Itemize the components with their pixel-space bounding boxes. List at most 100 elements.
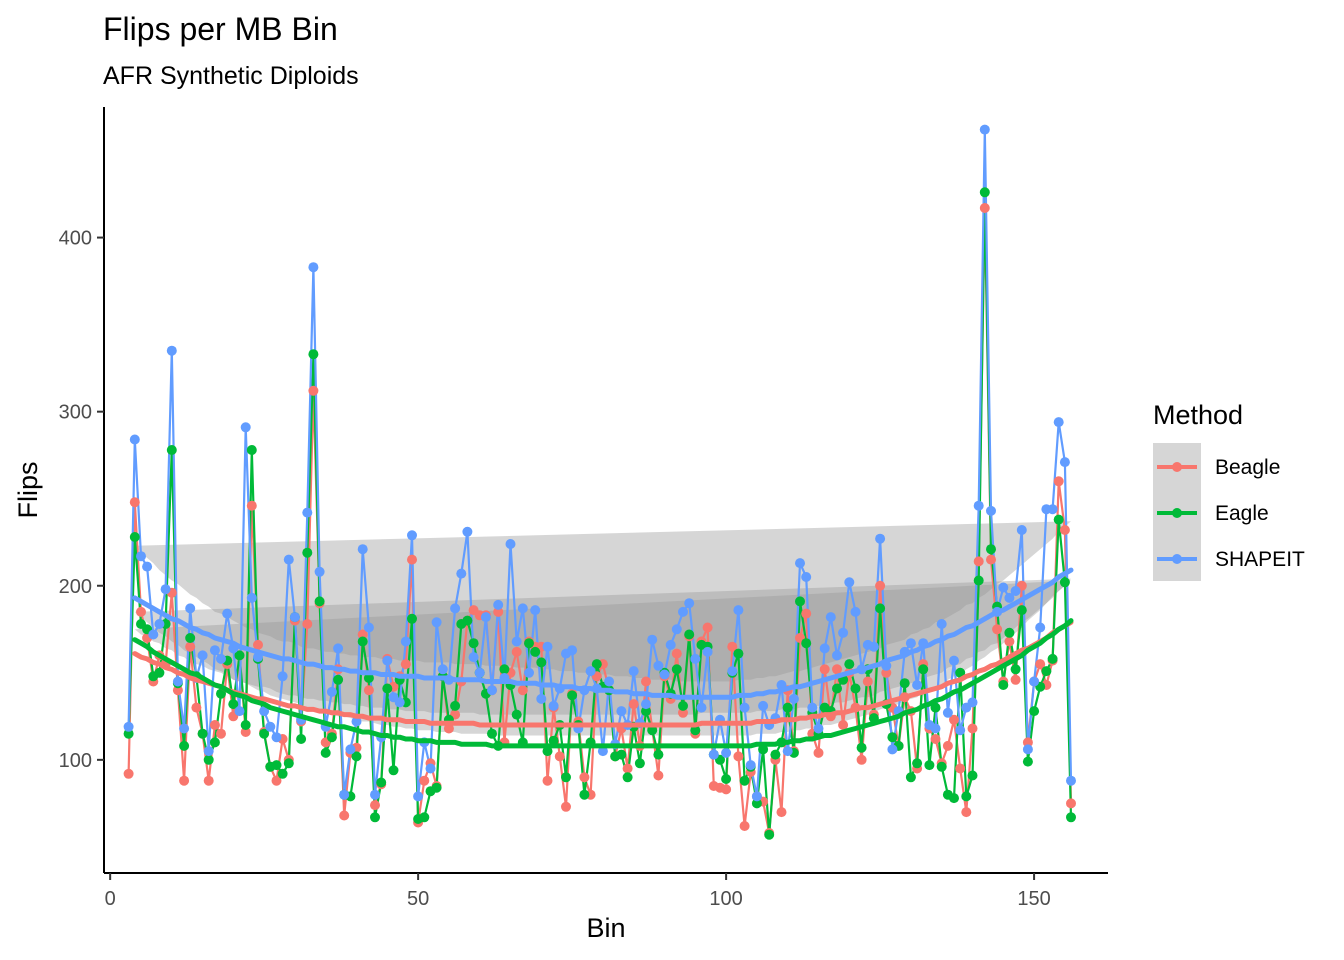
point-eagle <box>634 758 645 769</box>
point-eagle <box>376 777 387 788</box>
point-beagle <box>1022 737 1033 748</box>
point-eagle <box>887 732 898 743</box>
point-eagle <box>296 734 307 744</box>
point-shapeit <box>1029 676 1040 687</box>
point-shapeit <box>530 605 541 616</box>
point-eagle <box>795 596 805 607</box>
point-eagle <box>351 751 362 762</box>
point-eagle <box>450 700 461 711</box>
point-beagle <box>511 646 522 657</box>
point-beagle <box>172 685 183 696</box>
legend-label-beagle: Beagle <box>1215 456 1280 479</box>
point-beagle <box>776 807 787 818</box>
point-eagle <box>320 747 331 758</box>
point-eagle <box>912 758 923 769</box>
point-beagle <box>930 734 941 744</box>
x-tick-label: 100 <box>709 888 742 910</box>
point-beagle <box>1010 674 1021 685</box>
smooth-beagle <box>132 619 1074 728</box>
point-eagle <box>684 629 695 640</box>
point-shapeit <box>382 655 393 666</box>
point-shapeit <box>702 646 713 657</box>
point-shapeit <box>413 791 424 802</box>
point-shapeit <box>647 634 658 645</box>
point-shapeit <box>604 676 615 687</box>
point-shapeit <box>474 667 485 678</box>
point-beagle <box>986 554 996 565</box>
point-shapeit <box>733 605 744 616</box>
point-shapeit <box>1022 744 1033 755</box>
point-shapeit <box>585 666 596 677</box>
point-shapeit <box>998 582 1009 593</box>
legend-key-point-eagle <box>1172 508 1182 518</box>
point-shapeit <box>671 624 682 635</box>
point-eagle <box>1053 514 1064 525</box>
point-shapeit <box>967 697 978 708</box>
point-eagle <box>801 638 812 649</box>
point-beagle <box>123 768 134 779</box>
point-shapeit <box>283 554 294 565</box>
point-eagle <box>234 650 245 661</box>
point-beagle <box>209 720 220 730</box>
point-beagle <box>856 754 867 765</box>
point-eagle <box>129 532 140 542</box>
point-beagle <box>819 664 830 675</box>
point-shapeit <box>1053 417 1064 428</box>
point-shapeit <box>832 650 842 661</box>
point-shapeit <box>363 622 374 633</box>
point-shapeit <box>339 789 350 800</box>
point-eagle <box>542 746 553 757</box>
point-eagle <box>1010 664 1021 675</box>
point-eagle <box>739 775 750 786</box>
point-shapeit <box>782 746 793 757</box>
point-eagle <box>979 187 990 198</box>
point-eagle <box>314 596 325 607</box>
point-shapeit <box>160 584 171 595</box>
line-eagle <box>127 191 1073 836</box>
point-eagle <box>271 760 282 771</box>
point-shapeit <box>628 666 639 677</box>
point-beagle <box>1004 636 1015 647</box>
y-tick-label: 400 <box>59 228 92 250</box>
point-beagle <box>240 727 251 737</box>
point-beagle <box>961 807 972 818</box>
point-beagle <box>493 606 504 617</box>
point-shapeit <box>721 747 732 758</box>
point-shapeit <box>758 700 769 711</box>
point-shapeit <box>807 702 818 713</box>
point-shapeit <box>166 345 177 356</box>
point-eagle <box>973 575 984 586</box>
point-beagle <box>400 659 411 670</box>
point-eagle <box>431 782 442 793</box>
point-beagle <box>517 685 528 696</box>
point-shapeit <box>536 693 547 704</box>
point-eagle <box>856 742 867 753</box>
point-shapeit <box>1016 525 1027 535</box>
point-eagle <box>382 683 393 694</box>
point-beagle <box>813 747 824 758</box>
point-shapeit <box>850 606 861 617</box>
point-eagle <box>536 657 547 668</box>
point-beagle <box>271 775 282 786</box>
point-shapeit <box>197 650 208 661</box>
point-shapeit <box>148 629 159 640</box>
legend-label-shapeit: SHAPEIT <box>1215 548 1305 571</box>
smooth-eagle <box>132 618 1074 749</box>
point-beagle <box>641 676 651 687</box>
point-beagle <box>542 775 553 786</box>
point-eagle <box>653 749 664 760</box>
point-eagle <box>782 702 793 713</box>
point-shapeit <box>659 669 670 680</box>
point-shapeit <box>265 721 276 732</box>
legend-key-point-shapeit <box>1172 554 1182 564</box>
line-shapeit <box>127 128 1073 798</box>
point-shapeit <box>979 124 990 135</box>
point-beagle <box>628 699 639 710</box>
point-beagle <box>862 676 873 687</box>
point-shapeit <box>456 568 467 579</box>
point-shapeit <box>462 526 473 537</box>
point-shapeit <box>1059 457 1070 468</box>
point-beagle <box>246 500 257 511</box>
point-eagle <box>419 812 430 823</box>
point-beagle <box>579 772 590 783</box>
